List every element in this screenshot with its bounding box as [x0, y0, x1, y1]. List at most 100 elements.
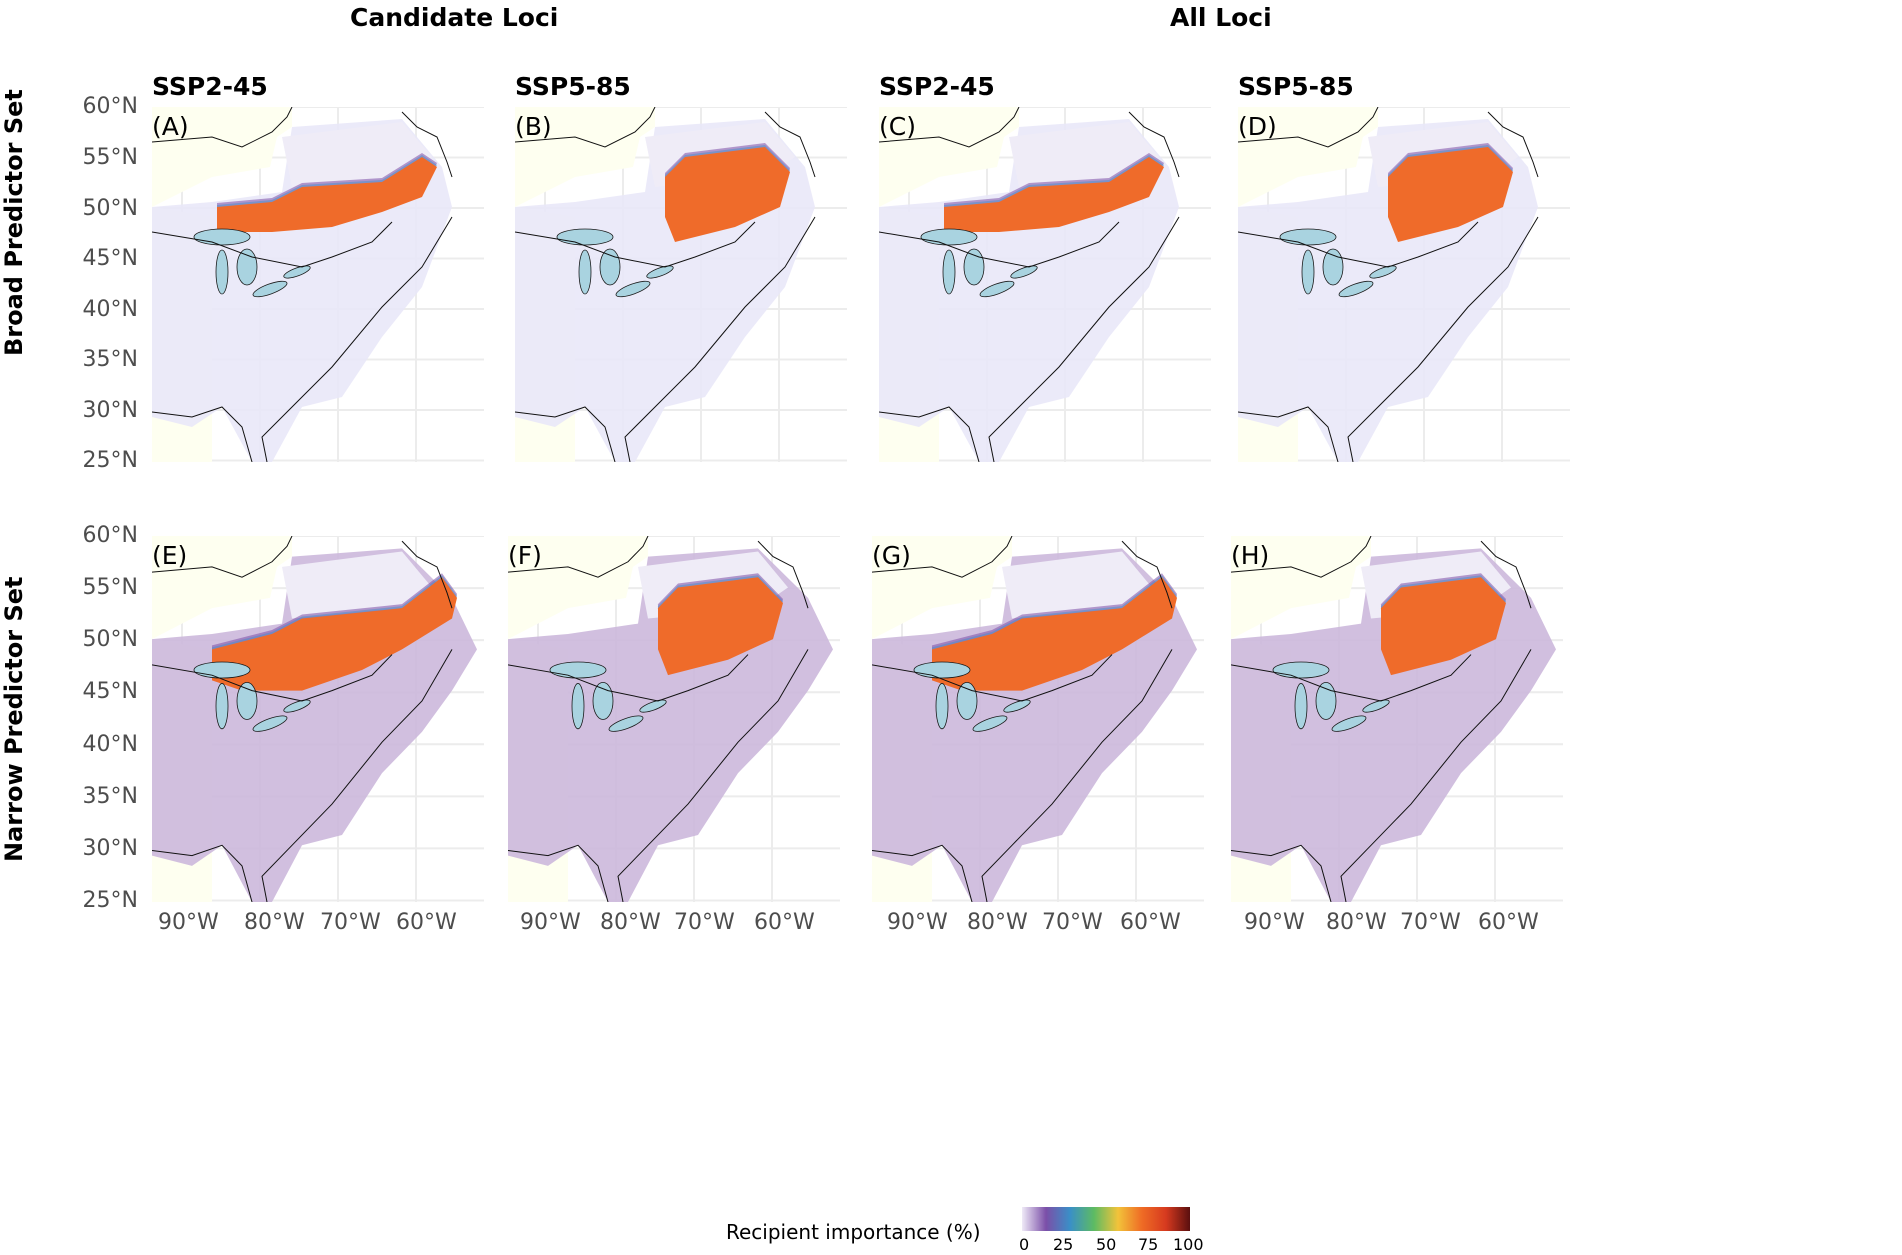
lat-label-30n-row1: 30°N — [82, 398, 138, 423]
great-lake — [578, 249, 592, 295]
great-lake — [1301, 249, 1315, 295]
lon-label-70w-col4: 70°W — [1400, 910, 1461, 935]
legend-tick-50: 50 — [1096, 1235, 1117, 1254]
coastline — [1128, 111, 1180, 178]
column-title-all-loci: All Loci — [1170, 3, 1272, 32]
map-panel-c — [879, 107, 1211, 462]
lat-label-35n-row1: 35°N — [82, 347, 138, 372]
great-lake — [556, 228, 614, 246]
lon-label-70w-col2: 70°W — [674, 910, 735, 935]
lon-label-90w-col3: 90°W — [887, 910, 948, 935]
scenario-label-col3: SSP2-45 — [879, 72, 995, 101]
border-line — [152, 221, 393, 268]
lon-label-80w-col1: 80°W — [244, 910, 305, 935]
coastline — [617, 649, 809, 902]
great-lake — [1010, 265, 1038, 279]
great-lake — [236, 681, 258, 720]
lat-label-55n-row2: 55°N — [82, 575, 138, 600]
great-lake — [283, 265, 311, 279]
great-lake — [1294, 683, 1308, 730]
legend-colorbar-fill — [1022, 1207, 1190, 1231]
great-lake — [979, 280, 1015, 298]
great-lake — [646, 265, 674, 279]
coastline — [515, 406, 616, 462]
border-line — [508, 654, 749, 702]
coastline — [1347, 216, 1539, 462]
map-panel-d — [1238, 107, 1570, 462]
map-panel-g — [872, 536, 1204, 902]
coastline — [152, 107, 293, 148]
great-lake — [956, 681, 978, 720]
panel-letter-f: (F) — [508, 541, 542, 570]
coastline — [879, 107, 1020, 148]
great-lake — [615, 280, 651, 298]
coastline — [981, 649, 1173, 902]
lon-label-90w-col2: 90°W — [520, 910, 581, 935]
great-lake — [252, 280, 288, 298]
lat-label-50n-row1: 50°N — [82, 196, 138, 221]
lat-label-60n-row1: 60°N — [82, 94, 138, 119]
great-lake — [1362, 699, 1390, 713]
northern-range — [282, 551, 432, 619]
lon-label-60w-col4: 60°W — [1478, 910, 1539, 935]
great-lake — [1322, 248, 1344, 286]
great-lake — [963, 248, 985, 286]
panel-letter-d: (D) — [1238, 112, 1277, 141]
coastline — [1487, 111, 1539, 178]
high-importance-zone — [1381, 577, 1506, 676]
coastline — [152, 406, 253, 462]
lat-label-60n-row2: 60°N — [82, 523, 138, 548]
great-lake — [236, 248, 258, 286]
legend-tick-100: 100 — [1173, 1235, 1204, 1254]
column-title-candidate-loci: Candidate Loci — [350, 3, 559, 32]
map-panel-b — [515, 107, 847, 462]
coastline — [261, 649, 453, 902]
lon-label-60w-col3: 60°W — [1120, 910, 1181, 935]
panel-letter-g: (G) — [872, 541, 911, 570]
coastline — [757, 540, 809, 609]
great-lake — [215, 683, 229, 730]
lat-label-30n-row2: 30°N — [82, 836, 138, 861]
border-line — [1238, 221, 1479, 268]
legend-colorbar — [1022, 1207, 1190, 1231]
great-lake — [935, 683, 949, 730]
coastline — [624, 216, 816, 462]
lat-label-50n-row2: 50°N — [82, 627, 138, 652]
lon-label-80w-col4: 80°W — [1326, 910, 1387, 935]
lat-label-35n-row2: 35°N — [82, 784, 138, 809]
coastline — [508, 844, 609, 902]
great-lake — [1338, 280, 1374, 298]
coastline — [1238, 406, 1339, 462]
great-lake — [252, 715, 288, 732]
land-area — [152, 536, 292, 640]
high-importance-zone — [212, 577, 457, 691]
northern-range — [1002, 551, 1152, 619]
border-line — [872, 654, 1113, 702]
lat-label-55n-row1: 55°N — [82, 145, 138, 170]
great-lake — [920, 228, 978, 246]
row-title-broad-predictor-set: Broad Predictor Set — [0, 89, 28, 356]
panel-letter-e: (E) — [152, 541, 188, 570]
great-lake — [193, 661, 251, 679]
land-area — [1238, 107, 1378, 207]
row-title-narrow-predictor-set: Narrow Predictor Set — [0, 576, 28, 863]
great-lake — [1279, 228, 1337, 246]
map-panel-e — [152, 536, 484, 902]
great-lake — [639, 699, 667, 713]
lat-label-40n-row1: 40°N — [82, 297, 138, 322]
great-lake — [1331, 715, 1367, 732]
lat-label-40n-row2: 40°N — [82, 732, 138, 757]
coastline — [401, 111, 453, 178]
coastline — [401, 540, 453, 609]
scenario-label-col2: SSP5-85 — [515, 72, 631, 101]
map-panel-h — [1231, 536, 1563, 902]
map-panel-a — [152, 107, 484, 462]
legend-tick-25: 25 — [1053, 1235, 1074, 1254]
lon-label-60w-col1: 60°W — [396, 910, 457, 935]
lon-label-70w-col3: 70°W — [1042, 910, 1103, 935]
border-line — [152, 654, 393, 702]
lat-label-25n-row1: 25°N — [82, 448, 138, 473]
great-lake — [913, 661, 971, 679]
great-lake — [972, 715, 1008, 732]
great-lake — [942, 249, 956, 295]
